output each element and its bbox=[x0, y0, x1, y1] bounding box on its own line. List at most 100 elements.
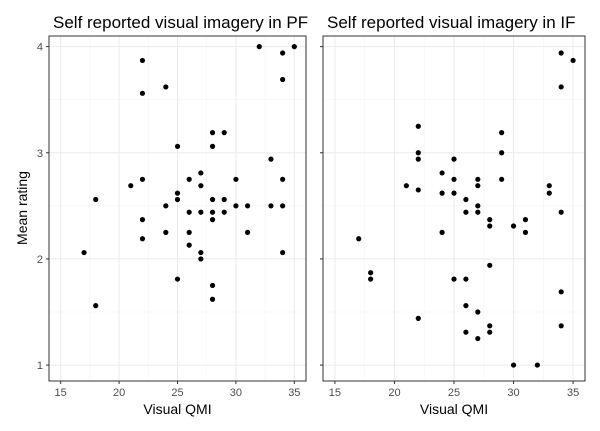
panel-1: 15 20 25 30 35 1 2 3 4 Self reported visual image… bbox=[37, 13, 308, 417]
data-point bbox=[558, 209, 564, 215]
y-tick-label: 2 bbox=[37, 254, 43, 266]
data-point bbox=[510, 223, 517, 229]
data-point bbox=[415, 187, 421, 193]
y-tick-label: 3 bbox=[37, 148, 43, 160]
data-point bbox=[280, 176, 286, 182]
y-axis-title: Mean rating bbox=[14, 171, 30, 245]
panel-2: 15 20 25 30 35 Self reported visual imagery i… bbox=[320, 13, 586, 417]
x-tick-label: 15 bbox=[55, 387, 67, 399]
data-point bbox=[475, 309, 481, 315]
data-point bbox=[280, 203, 286, 209]
data-point bbox=[139, 57, 146, 64]
data-point bbox=[81, 249, 87, 256]
data-point bbox=[280, 50, 286, 56]
data-point bbox=[198, 183, 204, 189]
x-axis-title: Visual QMI bbox=[143, 401, 211, 417]
data-point bbox=[570, 57, 576, 64]
data-point bbox=[139, 236, 146, 242]
data-point bbox=[463, 303, 469, 309]
x-tick-label: 30 bbox=[230, 387, 242, 399]
data-point bbox=[268, 203, 274, 209]
data-point bbox=[451, 276, 457, 282]
data-point bbox=[499, 130, 505, 136]
data-point bbox=[475, 176, 481, 182]
data-point bbox=[558, 323, 564, 329]
data-point bbox=[93, 303, 99, 309]
data-point bbox=[209, 282, 216, 289]
data-point bbox=[139, 217, 146, 223]
data-point bbox=[221, 209, 227, 215]
data-point bbox=[499, 150, 505, 156]
data-point bbox=[186, 209, 192, 215]
data-point bbox=[233, 176, 239, 182]
data-point bbox=[186, 229, 192, 235]
x-tick-label: 20 bbox=[113, 387, 125, 399]
data-point bbox=[221, 130, 227, 136]
data-point bbox=[463, 196, 469, 203]
y-tick-label: 4 bbox=[37, 42, 43, 54]
data-point bbox=[451, 176, 457, 182]
data-point bbox=[463, 276, 469, 282]
data-point bbox=[174, 196, 181, 203]
data-point bbox=[209, 217, 216, 223]
panel-title: Self reported visual imagery in IF bbox=[327, 13, 576, 32]
x-tick-label: 35 bbox=[288, 387, 300, 399]
data-point bbox=[451, 156, 457, 162]
data-point bbox=[439, 170, 445, 176]
data-point bbox=[475, 203, 481, 209]
y-tick-label: 1 bbox=[37, 360, 43, 372]
data-point bbox=[522, 217, 529, 223]
data-point bbox=[198, 249, 204, 256]
data-point bbox=[368, 270, 374, 276]
data-point bbox=[534, 362, 540, 368]
data-point bbox=[546, 183, 552, 189]
data-point bbox=[291, 44, 297, 50]
x-tick-label: 25 bbox=[448, 387, 460, 399]
data-point bbox=[415, 315, 421, 321]
x-tick-label: 30 bbox=[507, 387, 519, 399]
x-tick-label: 35 bbox=[567, 387, 579, 399]
data-point bbox=[439, 190, 445, 196]
data-point bbox=[463, 329, 469, 335]
data-point bbox=[93, 196, 99, 203]
data-point bbox=[487, 217, 493, 223]
data-point bbox=[174, 190, 181, 196]
data-point bbox=[209, 143, 216, 149]
data-point bbox=[128, 183, 134, 189]
panel-title: Self reported visual imagery in PF bbox=[53, 13, 308, 32]
data-point bbox=[268, 156, 274, 162]
data-point bbox=[439, 229, 445, 235]
x-axis-title: Visual QMI bbox=[420, 401, 488, 417]
data-point bbox=[139, 176, 146, 182]
data-point bbox=[209, 130, 216, 136]
data-point bbox=[209, 196, 216, 203]
data-point bbox=[451, 190, 457, 196]
data-point bbox=[475, 209, 481, 215]
data-point bbox=[209, 209, 216, 215]
data-point bbox=[510, 362, 517, 368]
data-point bbox=[558, 289, 564, 295]
x-tick-label: 20 bbox=[388, 387, 400, 399]
data-point bbox=[198, 170, 204, 176]
data-point bbox=[233, 203, 239, 209]
data-point bbox=[522, 229, 529, 235]
data-point bbox=[415, 123, 421, 129]
data-point bbox=[256, 44, 262, 50]
data-point bbox=[475, 335, 481, 342]
data-point bbox=[139, 90, 146, 96]
data-point bbox=[558, 50, 564, 56]
data-point bbox=[475, 183, 481, 189]
data-point bbox=[368, 276, 374, 282]
data-point bbox=[174, 143, 181, 149]
data-point bbox=[186, 176, 192, 182]
data-point bbox=[487, 323, 493, 329]
data-point bbox=[499, 176, 505, 182]
data-point bbox=[280, 76, 286, 83]
data-point bbox=[415, 150, 421, 156]
data-point bbox=[174, 276, 181, 282]
data-point bbox=[487, 223, 493, 229]
x-tick-label: 15 bbox=[329, 387, 341, 399]
data-point bbox=[487, 329, 493, 335]
